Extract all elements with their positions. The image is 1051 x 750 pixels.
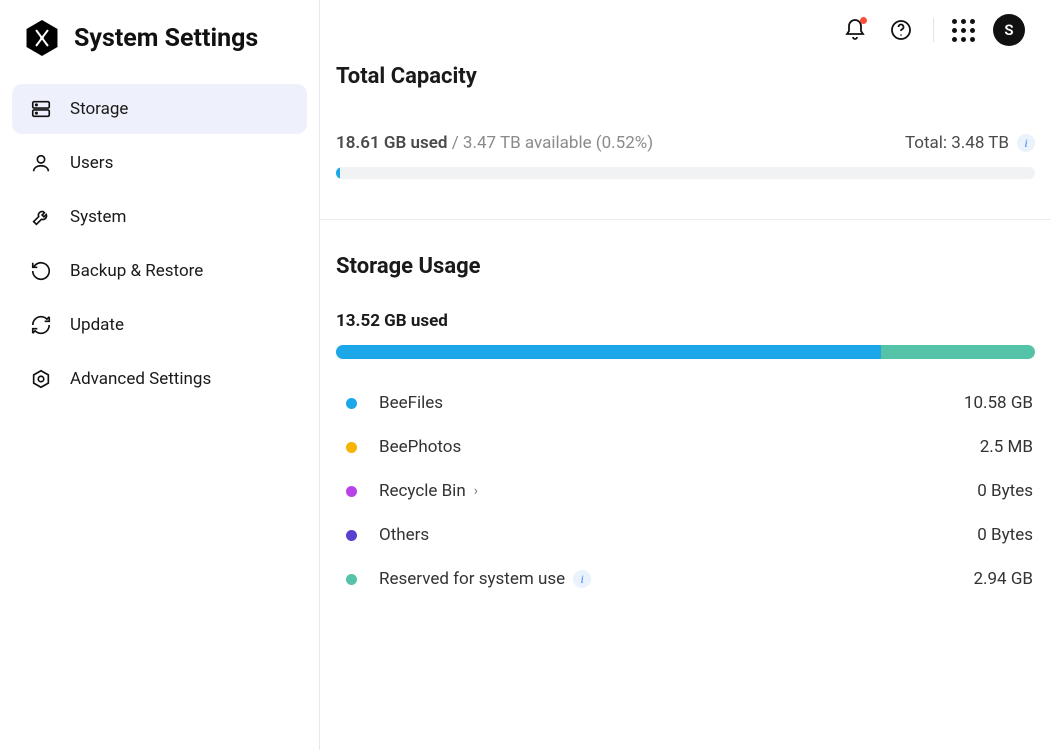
app-title: System Settings xyxy=(74,24,258,53)
legend-value: 0 Bytes xyxy=(977,525,1033,545)
usage-bar xyxy=(336,345,1035,359)
legend-label: Others xyxy=(379,525,429,545)
sidebar-item-advanced[interactable]: Advanced Settings xyxy=(12,354,307,404)
legend-row: BeeFiles 10.58 GB xyxy=(336,381,1035,425)
sidebar-item-label: Storage xyxy=(70,99,128,119)
legend-row: BeePhotos 2.5 MB xyxy=(336,425,1035,469)
legend-color-dot xyxy=(346,574,357,585)
notifications-button[interactable] xyxy=(841,16,869,44)
usage-legend: BeeFiles 10.58 GB BeePhotos 2.5 MB Recycle B… xyxy=(336,381,1035,601)
legend-label: BeeFiles xyxy=(379,393,443,413)
sidebar-item-label: System xyxy=(70,207,126,227)
help-button[interactable] xyxy=(887,16,915,44)
sidebar-item-label: Users xyxy=(70,153,113,173)
sidebar-item-backup[interactable]: Backup & Restore xyxy=(12,246,307,296)
restore-icon xyxy=(30,260,52,282)
apps-launcher-button[interactable] xyxy=(952,19,975,42)
sidebar-item-label: Update xyxy=(70,315,124,335)
avatar-initial: S xyxy=(1004,21,1013,39)
sidebar-item-system[interactable]: System xyxy=(12,192,307,242)
legend-row: Others 0 Bytes xyxy=(336,513,1035,557)
topbar-divider xyxy=(933,18,934,42)
sync-icon xyxy=(30,314,52,336)
capacity-left: 18.61 GB used / 3.47 TB available (0.52%… xyxy=(336,133,653,153)
avatar-button[interactable]: S xyxy=(993,14,1025,46)
main: S Total Capacity 18.61 GB used / 3.47 TB… xyxy=(320,0,1051,750)
logo-row: System Settings xyxy=(0,12,319,84)
wrench-icon xyxy=(30,206,52,228)
legend-label: Recycle Bin› xyxy=(379,481,478,501)
capacity-total: Total: 3.48 TB i xyxy=(905,133,1035,153)
legend-row[interactable]: Recycle Bin› 0 Bytes xyxy=(336,469,1035,513)
legend-value: 10.58 GB xyxy=(964,393,1033,413)
sidebar: System Settings Storage Users System xyxy=(0,0,320,750)
legend-value: 2.5 MB xyxy=(980,437,1033,457)
sidebar-nav: Storage Users System Backup & Restore xyxy=(0,84,319,404)
capacity-bar-fill xyxy=(336,167,340,179)
sidebar-item-label: Backup & Restore xyxy=(70,261,203,281)
usage-title: Storage Usage xyxy=(336,254,1035,279)
legend-row: Reserved for system usei 2.94 GB xyxy=(336,557,1035,601)
legend-color-dot xyxy=(346,442,357,453)
capacity-bar xyxy=(336,167,1035,179)
app-logo xyxy=(24,20,60,56)
sidebar-item-label: Advanced Settings xyxy=(70,369,211,389)
legend-value: 2.94 GB xyxy=(973,569,1033,589)
hex-gear-icon xyxy=(30,368,52,390)
usage-used-text: 13.52 GB used xyxy=(336,311,1035,331)
capacity-title: Total Capacity xyxy=(336,64,1035,89)
capacity-used: 18.61 GB used xyxy=(336,133,447,153)
capacity-available: / 3.47 TB available (0.52%) xyxy=(452,133,653,153)
sidebar-item-storage[interactable]: Storage xyxy=(12,84,307,134)
section-divider xyxy=(320,219,1051,220)
capacity-total-label: Total: 3.48 TB xyxy=(905,133,1009,153)
sidebar-item-users[interactable]: Users xyxy=(12,138,307,188)
legend-label: BeePhotos xyxy=(379,437,461,457)
legend-label: Reserved for system usei xyxy=(379,569,591,589)
legend-color-dot xyxy=(346,486,357,497)
notification-dot xyxy=(860,17,867,24)
capacity-row: 18.61 GB used / 3.47 TB available (0.52%… xyxy=(336,133,1035,153)
chevron-right-icon: › xyxy=(474,483,478,499)
legend-color-dot xyxy=(346,398,357,409)
user-icon xyxy=(30,152,52,174)
legend-color-dot xyxy=(346,530,357,541)
legend-value: 0 Bytes xyxy=(977,481,1033,501)
info-icon[interactable]: i xyxy=(573,570,591,588)
info-icon[interactable]: i xyxy=(1017,134,1035,152)
content: Total Capacity 18.61 GB used / 3.47 TB a… xyxy=(320,60,1051,601)
app-root: System Settings Storage Users System xyxy=(0,0,1051,750)
topbar: S xyxy=(320,0,1051,60)
usage-bar-segment xyxy=(881,345,1035,359)
storage-icon xyxy=(30,98,52,120)
usage-bar-segment xyxy=(336,345,881,359)
sidebar-item-update[interactable]: Update xyxy=(12,300,307,350)
